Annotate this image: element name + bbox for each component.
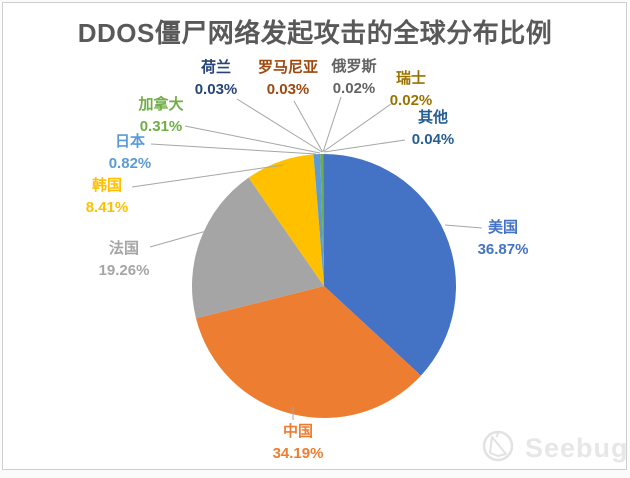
chart-title: DDOS僵尸网络发起攻击的全球分布比例 — [77, 18, 553, 48]
pie-slice-0 — [324, 154, 457, 376]
pie-slice-7 — [323, 153, 324, 286]
pie-slice-2 — [191, 177, 324, 319]
pie-slice-3 — [248, 154, 324, 286]
leader-line-2 — [149, 225, 225, 248]
pie-slice-4 — [313, 154, 324, 286]
leader-line-9 — [323, 103, 392, 152]
leader-line-5 — [184, 125, 321, 154]
leader-line-8 — [322, 96, 342, 152]
leader-line-0 — [444, 224, 483, 229]
pie-slice-9 — [323, 153, 324, 286]
leader-line-4 — [150, 143, 317, 155]
pie-slice-5 — [320, 154, 324, 286]
leader-line-10 — [324, 139, 406, 153]
pie-slice-1 — [196, 286, 421, 419]
watermark: Seebug — [478, 426, 629, 470]
watermark-text: Seebug — [525, 432, 629, 463]
pie-slice-8 — [323, 153, 324, 286]
pie-slice-6 — [322, 154, 324, 286]
seebug-logo-icon — [482, 430, 514, 462]
leader-line-6 — [236, 98, 323, 153]
leader-line-7 — [293, 100, 324, 153]
leader-line-3 — [131, 164, 284, 188]
